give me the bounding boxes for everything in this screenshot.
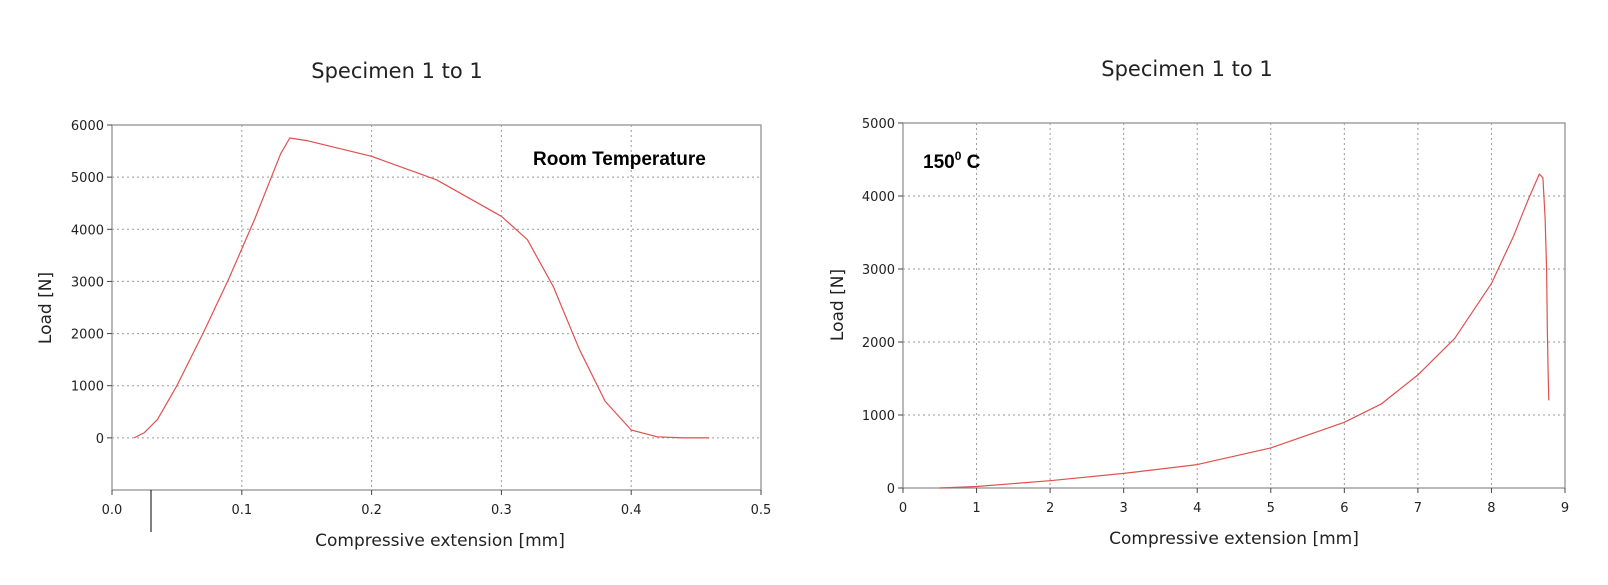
chart-2-annotation-value: 150	[923, 152, 955, 173]
chart-1-y-tick-labels: 0 1000 2000 3000 4000 5000 6000	[71, 119, 104, 447]
chart-2-series	[939, 173, 1550, 489]
chart-2-y-tick-label: 1000	[862, 409, 895, 424]
chart-1-x-axis-label: Compressive extension [mm]	[315, 531, 565, 551]
chart-2-annotation-superscript: 0	[955, 149, 962, 163]
chart-1-title: Specimen 1 to 1	[311, 59, 482, 83]
chart-1-series-line	[133, 137, 710, 439]
chart-2-annotation-unit: C	[961, 152, 980, 173]
chart-2-x-tick-labels: 0 1 2 3 4 5 6 7 8 9	[899, 501, 1569, 516]
chart-2-x-tick-label: 1	[972, 501, 980, 516]
chart-1-plot-area	[111, 124, 762, 491]
chart-1-x-tick-label: 0.2	[361, 503, 382, 518]
chart-1-y-tick-label: 1000	[71, 380, 104, 395]
chart-1-y-tick-label: 3000	[71, 275, 104, 290]
chart-1-x-tick-label: 0.5	[751, 503, 772, 518]
chart-2-x-tick-label: 7	[1414, 501, 1422, 516]
chart-2-y-axis-label: Load [N]	[828, 269, 848, 341]
chart-2-plot-area	[902, 122, 1566, 489]
chart-2-x-tick-label: 8	[1487, 501, 1495, 516]
chart-1-ticks	[107, 124, 762, 495]
chart-1-y-tick-label: 0	[96, 432, 104, 447]
chart-1-x-tick-label: 0.1	[231, 503, 252, 518]
chart-2-x-axis-label: Compressive extension [mm]	[1109, 529, 1359, 549]
chart-room-temperature: Specimen 1 to 1 0.0 0.1 0.2 0.3 0.4 0.5 0 1000…	[36, 59, 771, 551]
chart-1-y-axis-label: Load [N]	[36, 272, 56, 344]
chart-2-ticks	[898, 122, 1566, 493]
chart-2-y-tick-label: 5000	[862, 117, 895, 132]
chart-1-x-tick-label: 0.3	[491, 503, 512, 518]
chart-2-y-tick-label: 3000	[862, 263, 895, 278]
chart-2-x-tick-label: 6	[1340, 501, 1348, 516]
chart-2-x-tick-label: 4	[1193, 501, 1201, 516]
chart-2-x-tick-label: 2	[1046, 501, 1054, 516]
chart-1-y-tick-label: 4000	[71, 223, 104, 238]
chart-2-x-tick-label: 0	[899, 501, 907, 516]
chart-2-grid	[903, 123, 1565, 488]
chart-2-y-tick-label: 0	[887, 482, 895, 497]
chart-2-y-tick-labels: 0 1000 2000 3000 4000 5000	[862, 117, 895, 497]
chart-1-x-tick-label: 0.0	[102, 503, 123, 518]
chart-2-y-tick-label: 2000	[862, 336, 895, 351]
chart-1-x-tick-labels: 0.0 0.1 0.2 0.3 0.4 0.5	[102, 503, 772, 518]
chart-1-series	[133, 137, 710, 439]
chart-1-y-tick-label: 5000	[71, 171, 104, 186]
chart-2-annotation: 1500 C	[923, 149, 981, 173]
chart-150c: Specimen 1 to 1 0 1 2 3 4 5 6 7 8 9 0 1000 2000 3000…	[828, 57, 1569, 549]
chart-2-x-tick-label: 5	[1267, 501, 1275, 516]
chart-1-y-tick-label: 2000	[71, 328, 104, 343]
chart-2-y-tick-label: 4000	[862, 190, 895, 205]
chart-2-x-tick-label: 3	[1120, 501, 1128, 516]
chart-1-annotation: Room Temperature	[533, 149, 706, 170]
chart-1-x-tick-label: 0.4	[621, 503, 642, 518]
chart-2-series-line	[939, 173, 1550, 489]
chart-2-x-tick-label: 9	[1561, 501, 1569, 516]
chart-1-grid	[112, 125, 761, 490]
chart-2-title: Specimen 1 to 1	[1101, 57, 1272, 81]
chart-1-y-tick-label: 6000	[71, 119, 104, 134]
